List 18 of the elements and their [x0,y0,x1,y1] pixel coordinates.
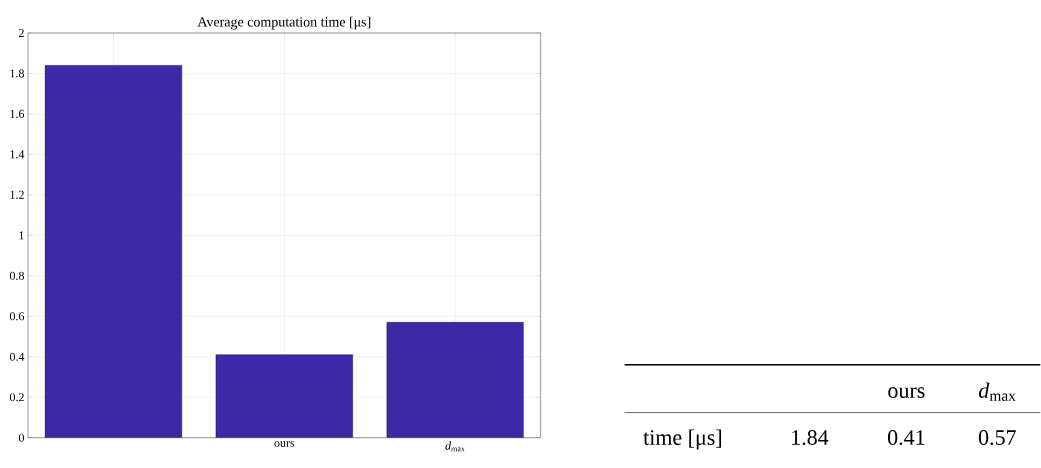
y-tick-label: 1.8 [10,69,24,78]
y-tick-label: 0.8 [9,271,24,281]
y-tick-label: 0.2 [9,393,24,402]
y-tick-label: 1.4 [10,150,25,159]
category-label: ours [888,387,925,399]
y-tick-label: 1 [19,231,24,240]
text: 0.57 [978,430,1016,446]
y-tick-label: 0 [18,433,24,442]
chart-title: Average computation time [μs] [197,16,371,30]
y-tick-label: 1.2 [10,190,24,200]
y-tick-label: 0.6 [9,312,25,321]
text: 1.84 [792,430,829,446]
category-label: d$_{max}$ [978,382,1016,402]
text: time [μs] [643,429,722,450]
y-tick-label: 2 [19,29,24,38]
y-tick-label: 0.4 [9,352,25,361]
y-tick-label: 1.6 [10,110,25,119]
text: 0.41 [887,430,925,446]
